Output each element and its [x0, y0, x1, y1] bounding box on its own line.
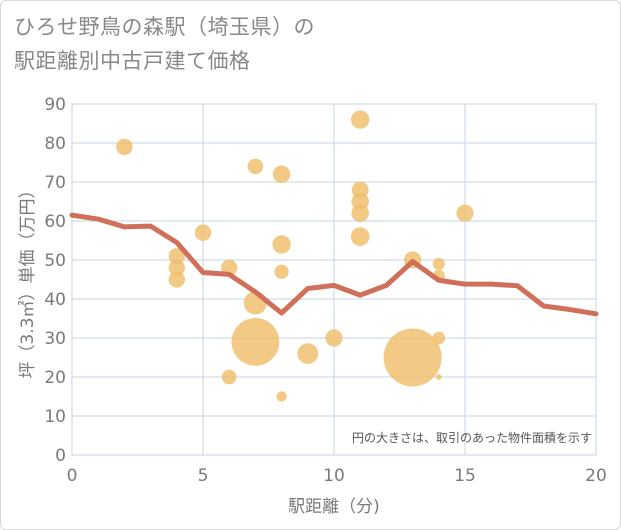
bubble — [432, 257, 445, 270]
chart-title-line-1: ひろせ野鳥の森駅（埼玉県）の — [14, 15, 315, 39]
x-tick-label: 20 — [585, 466, 607, 486]
x-tick-label: 10 — [323, 466, 345, 486]
x-tick-label: 5 — [198, 466, 209, 486]
bubble — [325, 329, 343, 347]
bubble — [272, 165, 291, 183]
y-tick-label: 30 — [44, 329, 66, 349]
y-tick-label: 40 — [44, 290, 66, 310]
y-tick-label: 80 — [44, 134, 66, 154]
bubble — [231, 317, 280, 366]
y-axis-label: 坪（3.3㎡）単価（万円） — [18, 181, 38, 378]
y-tick-label: 50 — [44, 251, 66, 271]
x-tick-labels: 0 5 10 15 20 — [67, 466, 607, 486]
bubble — [351, 110, 370, 129]
chart-title-line-2: 駅距離別中古戸建て価格 — [14, 49, 251, 73]
y-tick-label: 10 — [44, 407, 66, 427]
bubble — [274, 264, 289, 279]
bubble — [350, 227, 370, 246]
x-tick-label: 0 — [67, 466, 78, 486]
x-axis-label: 駅距離（分) — [288, 497, 380, 517]
y-tick-labels: 0 10 20 30 40 50 60 70 80 90 — [44, 95, 66, 466]
y-tick-label: 70 — [44, 173, 66, 193]
y-tick-label: 0 — [55, 446, 66, 466]
x-tick-label: 15 — [454, 466, 476, 486]
bubble — [351, 204, 369, 222]
y-tick-label: 90 — [44, 95, 66, 115]
bubble — [168, 247, 186, 265]
bubble — [194, 224, 212, 241]
bubble — [221, 369, 237, 385]
bubbles — [116, 110, 474, 402]
bubble — [168, 271, 186, 288]
bubble — [276, 391, 287, 402]
bubble — [432, 331, 446, 345]
y-tick-label: 20 — [44, 368, 66, 388]
y-tick-label: 60 — [44, 212, 66, 232]
bubble — [272, 235, 291, 254]
bubble — [383, 328, 442, 387]
chart-title: ひろせ野鳥の森駅（埼玉県）の 駅距離別中古戸建て価格 — [14, 10, 315, 78]
bubble — [351, 181, 369, 199]
bubble — [247, 158, 264, 175]
bubble — [116, 138, 133, 156]
size-annotation: 円の大きさは、取引のあった物件面積を示す — [352, 430, 592, 445]
bubble — [168, 259, 186, 277]
bubble — [456, 204, 474, 222]
bubble — [435, 374, 442, 380]
trend-line — [69, 212, 599, 317]
bubble — [297, 343, 319, 364]
